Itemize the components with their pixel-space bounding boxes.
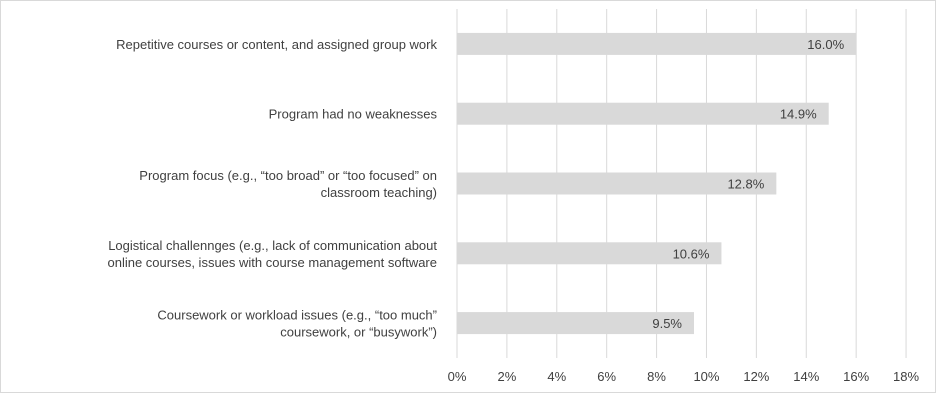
data-label: 10.6% [673, 246, 710, 261]
x-tick-label: 16% [843, 369, 869, 384]
category-label-line: classroom teaching) [321, 185, 437, 200]
category-label-line: Program had no weaknesses [269, 107, 438, 122]
category-label-line: Logistical challennges (e.g., lack of co… [108, 238, 437, 253]
category-label: Logistical challennges (e.g., lack of co… [108, 238, 438, 270]
x-tick-label: 0% [448, 369, 467, 384]
bar [457, 172, 777, 195]
category-label-line: Repetitive courses or content, and assig… [116, 37, 437, 52]
category-label: Program focus (e.g., “too broad” or “too… [139, 168, 437, 200]
category-label: Repetitive courses or content, and assig… [116, 37, 437, 52]
bar [457, 242, 722, 265]
bar [457, 32, 857, 55]
x-tick-label: 6% [597, 369, 616, 384]
category-labels: Repetitive courses or content, and assig… [108, 37, 438, 340]
category-label-line: online courses, issues with course manag… [108, 255, 438, 270]
x-tick-label: 8% [647, 369, 666, 384]
bars: 16.0% 14.9% 12.8% 10.6% 9.5% [457, 32, 857, 335]
x-tick-label: 14% [793, 369, 819, 384]
x-tick-label: 4% [547, 369, 566, 384]
data-label: 12.8% [727, 177, 764, 192]
bar [457, 102, 829, 125]
x-axis-ticks: 0% 2% 4% 6% 8% 10% 12% 14% 16% 18% [448, 369, 920, 384]
category-label-line: Coursework or workload issues (e.g., “to… [157, 308, 437, 323]
category-label: Coursework or workload issues (e.g., “to… [157, 308, 437, 340]
data-label: 16.0% [807, 37, 844, 52]
x-tick-label: 18% [893, 369, 919, 384]
category-label-line: coursework, or “busywork”) [280, 325, 437, 340]
x-tick-label: 10% [693, 369, 719, 384]
data-label: 9.5% [652, 316, 682, 331]
x-tick-label: 2% [497, 369, 516, 384]
category-label: Program had no weaknesses [269, 107, 438, 122]
bar [457, 312, 694, 335]
category-label-line: Program focus (e.g., “too broad” or “too… [139, 168, 437, 183]
data-label: 14.9% [780, 107, 817, 122]
x-tick-label: 12% [743, 369, 769, 384]
